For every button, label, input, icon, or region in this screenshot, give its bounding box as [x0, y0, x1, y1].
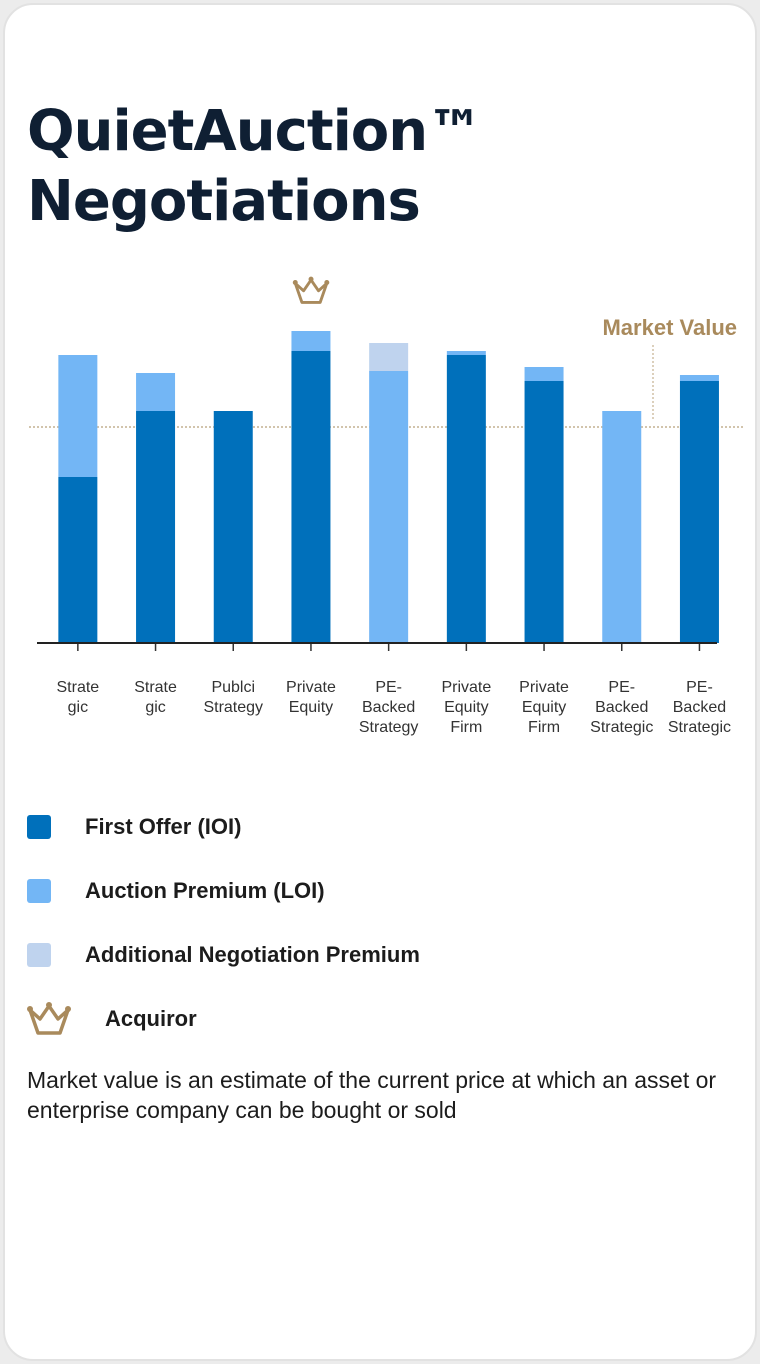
- x-tick-label-2-line-2: gic: [145, 699, 165, 716]
- bar-4-series-1: [291, 351, 331, 643]
- market-value-label: Market Value: [602, 315, 737, 340]
- bar-1-series-2: [58, 355, 98, 477]
- title-line-2: Negotiations: [27, 169, 421, 234]
- legend-item-auction-premium: Auction Premium (LOI): [27, 859, 727, 923]
- bar-5-series-2: [369, 371, 409, 643]
- bar-7-series-2: [524, 367, 564, 381]
- page-title: QuietAuction™ Negotiations: [27, 97, 627, 237]
- x-tick-label-4-line-2: Equity: [289, 699, 333, 716]
- x-tick-label-7-line-1: Private: [519, 679, 569, 696]
- acquiror-crown-icon: [292, 276, 330, 304]
- legend-swatch-auction-premium: [27, 879, 51, 903]
- legend-label-first-offer: First Offer (IOI): [85, 814, 242, 839]
- x-tick-label-8-line-3: Strategic: [590, 719, 653, 736]
- legend-swatch-additional-premium: [27, 943, 51, 967]
- x-tick-label-3-line-2: Strategy: [203, 699, 263, 716]
- crown-icon: [27, 1002, 71, 1035]
- x-tick-label-9-line-3: Strategic: [668, 719, 731, 736]
- bar-4-series-2: [291, 331, 331, 351]
- x-tick-label-4-line-1: Private: [286, 679, 336, 696]
- bar-2-series-2: [136, 373, 176, 411]
- bar-2-series-1: [136, 411, 176, 643]
- x-tick-label-5-line-3: Strategy: [359, 719, 419, 736]
- bar-9-series-2: [679, 375, 719, 381]
- bar-7-series-1: [524, 381, 564, 643]
- negotiation-chart: Market ValueStrategicStrategicPublciStra…: [29, 276, 743, 736]
- x-tick-label-8-line-2: Backed: [595, 699, 648, 716]
- bar-8-series-2: [602, 411, 642, 643]
- x-tick-label-6-line-2: Equity: [444, 699, 488, 716]
- bar-3-series-1: [213, 411, 253, 643]
- x-tick-label-9-line-2: Backed: [673, 699, 726, 716]
- x-tick-label-7-line-3: Firm: [528, 719, 560, 736]
- legend-swatch-first-offer: [27, 815, 51, 839]
- bar-6-series-2: [446, 351, 486, 355]
- x-tick-label-2-line-1: Strate: [134, 679, 177, 696]
- x-tick-label-7-line-2: Equity: [522, 699, 566, 716]
- x-tick-label-8-line-1: PE-: [608, 679, 635, 696]
- bar-6-series-1: [446, 355, 486, 643]
- legend-label-acquiror: Acquiror: [105, 1006, 197, 1031]
- x-tick-label-5-line-2: Backed: [362, 699, 415, 716]
- card: QuietAuction™ Negotiations Market Value S…: [3, 3, 757, 1361]
- x-tick-label-6-line-1: Private: [441, 679, 491, 696]
- x-tick-label-1-line-2: gic: [68, 699, 88, 716]
- legend-item-acquiror: Acquiror: [27, 987, 727, 1051]
- legend: First Offer (IOI) Auction Premium (LOI) …: [27, 795, 727, 1051]
- market-value-footnote: Market value is an estimate of the curre…: [27, 1067, 717, 1123]
- bar-5-series-3: [369, 343, 409, 371]
- x-tick-label-5-line-1: PE-: [375, 679, 402, 696]
- x-tick-label-9-line-1: PE-: [686, 679, 713, 696]
- legend-item-first-offer: First Offer (IOI): [27, 795, 727, 859]
- legend-label-auction-premium: Auction Premium (LOI): [85, 878, 325, 903]
- bar-1-series-1: [58, 477, 98, 643]
- x-tick-label-6-line-3: Firm: [450, 719, 482, 736]
- title-line-1: QuietAuction™: [27, 99, 483, 164]
- x-tick-label-3-line-1: Publci: [211, 679, 255, 696]
- legend-label-additional-premium: Additional Negotiation Premium: [85, 942, 420, 967]
- bar-9-series-1: [679, 381, 719, 643]
- x-tick-label-1-line-1: Strate: [57, 679, 100, 696]
- legend-item-additional-premium: Additional Negotiation Premium: [27, 923, 727, 987]
